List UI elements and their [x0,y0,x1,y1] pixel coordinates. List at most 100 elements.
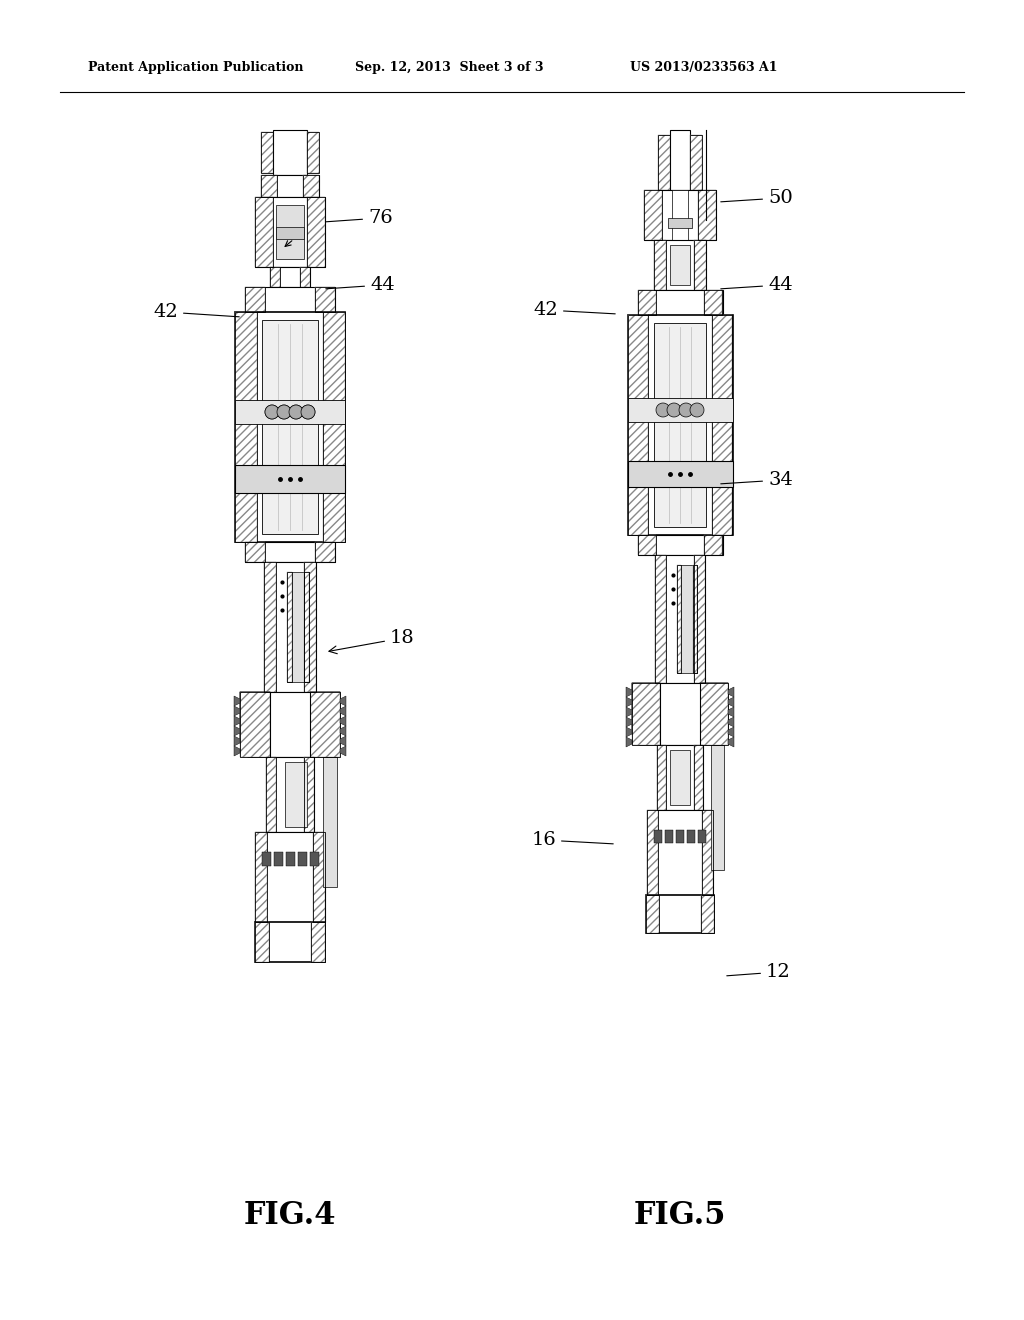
Bar [700,682,728,744]
Bar [698,190,716,240]
Bar [300,267,310,286]
Text: 44: 44 [721,276,793,294]
Polygon shape [632,682,660,744]
Bar [693,565,697,673]
Bar [694,240,706,290]
Polygon shape [234,696,240,706]
Bar [307,132,319,173]
Bar [304,562,316,692]
Bar [658,135,670,190]
Bar [700,682,728,744]
Bar [311,921,325,962]
Text: FIG.5: FIG.5 [634,1200,726,1230]
Bar [264,562,276,692]
Bar [245,286,265,312]
Polygon shape [340,746,346,756]
Polygon shape [234,706,240,715]
Bar [676,830,684,843]
Bar [315,286,335,312]
Bar [654,240,706,290]
Bar [300,267,310,286]
Polygon shape [626,686,632,697]
Bar [646,895,714,933]
Bar [245,286,265,312]
Bar [702,810,713,895]
Bar [690,135,702,190]
Bar [270,267,280,286]
Text: 12: 12 [727,964,791,981]
Polygon shape [728,708,734,717]
Bar [670,750,690,805]
Polygon shape [728,737,734,747]
Polygon shape [626,697,632,708]
Bar [694,744,703,810]
Text: 18: 18 [329,630,415,653]
Polygon shape [234,726,240,737]
Bar [628,399,733,422]
Bar [657,744,703,810]
Bar [638,535,656,554]
Bar [255,197,325,267]
Text: US 2013/0233563 A1: US 2013/0233563 A1 [630,62,777,74]
Bar [255,921,325,962]
Circle shape [679,403,693,417]
Bar [266,756,314,832]
Bar [654,240,666,290]
Bar [270,267,310,286]
Text: 16: 16 [531,832,613,849]
Bar [632,682,660,744]
Bar [304,756,314,832]
Bar [665,830,673,843]
Polygon shape [626,708,632,717]
Polygon shape [626,717,632,727]
Bar [638,290,656,315]
Bar [655,554,705,682]
Bar [264,562,276,692]
Polygon shape [728,686,734,697]
Bar [712,315,732,535]
Bar [705,290,722,315]
Bar [255,832,325,921]
Bar [245,543,265,562]
Bar [654,323,706,527]
Bar [240,692,270,756]
Bar [644,190,662,240]
Bar [307,197,325,267]
Bar [644,190,716,240]
Bar [638,290,723,315]
Bar [660,682,700,744]
Bar [647,810,658,895]
Text: Sep. 12, 2013  Sheet 3 of 3: Sep. 12, 2013 Sheet 3 of 3 [355,62,544,74]
Bar [262,319,318,535]
Bar [287,572,309,682]
Bar [644,190,662,240]
Bar [261,176,319,197]
Bar [270,692,310,756]
Circle shape [278,405,291,418]
Bar [255,197,273,267]
Bar [304,572,309,682]
Bar [628,315,648,535]
Polygon shape [728,717,734,727]
Bar [668,218,692,228]
Circle shape [667,403,681,417]
Bar [323,756,337,887]
Bar [255,197,273,267]
Bar [307,197,325,267]
Bar [658,135,670,190]
Bar [261,132,273,173]
Circle shape [278,405,291,418]
Bar [694,554,705,682]
Bar [677,565,681,673]
Bar [266,756,276,832]
Bar [307,132,319,173]
Bar [310,692,340,756]
Bar [311,921,325,962]
Bar [655,554,666,682]
Bar [657,744,666,810]
Bar [255,921,269,962]
Circle shape [690,403,705,417]
Bar [287,572,292,682]
Text: 44: 44 [326,276,394,294]
Bar [261,132,273,173]
